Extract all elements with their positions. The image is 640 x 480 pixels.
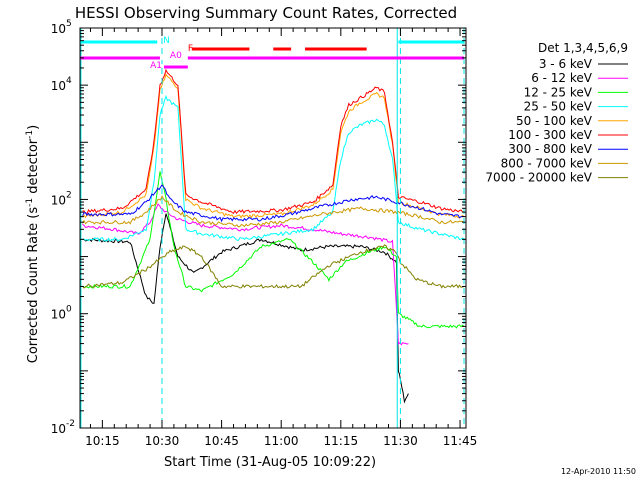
y-tick-exponent: 4 xyxy=(66,76,72,86)
legend-label: 300 - 800 keV xyxy=(508,142,592,156)
date-stamp: 12-Apr-2010 11:50 xyxy=(561,467,636,476)
y-tick-base: 10 xyxy=(51,422,66,436)
legend-title: Det 1,3,4,5,6,9 xyxy=(538,41,628,55)
legend-label: 25 - 50 keV xyxy=(524,100,593,114)
y-tick-label: 10 xyxy=(51,422,66,436)
series-line-5 xyxy=(82,68,465,215)
legend-label: 6 - 12 keV xyxy=(531,71,593,85)
y-tick-exponent: 0 xyxy=(66,305,72,315)
annotation-label: F xyxy=(188,44,193,54)
x-tick-label: 10:15 xyxy=(85,434,120,448)
x-tick-label: 10:30 xyxy=(145,434,180,448)
x-tick-label: 11:45 xyxy=(443,434,478,448)
series-line-2 xyxy=(82,171,465,329)
legend-label: 7000 - 20000 keV xyxy=(485,171,592,185)
y-tick-label: 10 xyxy=(51,79,66,93)
legend-label: 12 - 25 keV xyxy=(524,85,593,99)
y-tick-exponent: -2 xyxy=(66,419,75,429)
x-tick-label: 11:30 xyxy=(383,434,418,448)
y-tick-base: 10 xyxy=(51,193,66,207)
annotation-layer: A1 A0N F xyxy=(80,28,465,428)
y-tick-base: 10 xyxy=(51,79,66,93)
legend-label: 800 - 7000 keV xyxy=(501,156,593,170)
annotation-label: A1 xyxy=(150,61,162,71)
annotation-label: N xyxy=(163,36,170,46)
y-axis-ticks: 10 -210 010 210 410 5 xyxy=(51,19,466,436)
y-axis-label: Corrected Count Rate (s-1 detector-1) xyxy=(25,125,41,363)
series-line-7 xyxy=(82,195,465,228)
x-tick-label: 10:45 xyxy=(204,434,239,448)
series-line-0 xyxy=(82,213,409,404)
plot-frame xyxy=(79,27,467,429)
series-line-4 xyxy=(82,73,465,219)
x-tick-label: 11:15 xyxy=(324,434,359,448)
y-tick-base: 10 xyxy=(51,22,66,36)
legend-label: 50 - 100 keV xyxy=(516,114,593,128)
series-line-8 xyxy=(82,244,465,289)
y-tick-label: 10 xyxy=(51,308,66,322)
y-tick-label: 10 xyxy=(51,193,66,207)
x-axis-label: Start Time (31-Aug-05 10:09:22) xyxy=(164,455,376,470)
legend-label: 3 - 6 keV xyxy=(539,57,593,71)
chart-title: HESSI Observing Summary Count Rates, Cor… xyxy=(75,4,457,22)
series-layer xyxy=(82,68,465,404)
annotation-label: A0 xyxy=(170,51,182,61)
x-tick-label: 11:00 xyxy=(264,434,299,448)
x-axis-ticks: 10:15 10:30 10:45 11:00 11:15 11:30 11:45 xyxy=(85,28,477,448)
y-tick-exponent: 2 xyxy=(66,190,72,200)
series-line-3 xyxy=(82,94,465,243)
legend-label: 100 - 300 keV xyxy=(508,128,592,142)
y-tick-label: 10 xyxy=(51,22,66,36)
y-tick-exponent: 5 xyxy=(66,19,72,29)
y-tick-base: 10 xyxy=(51,308,66,322)
